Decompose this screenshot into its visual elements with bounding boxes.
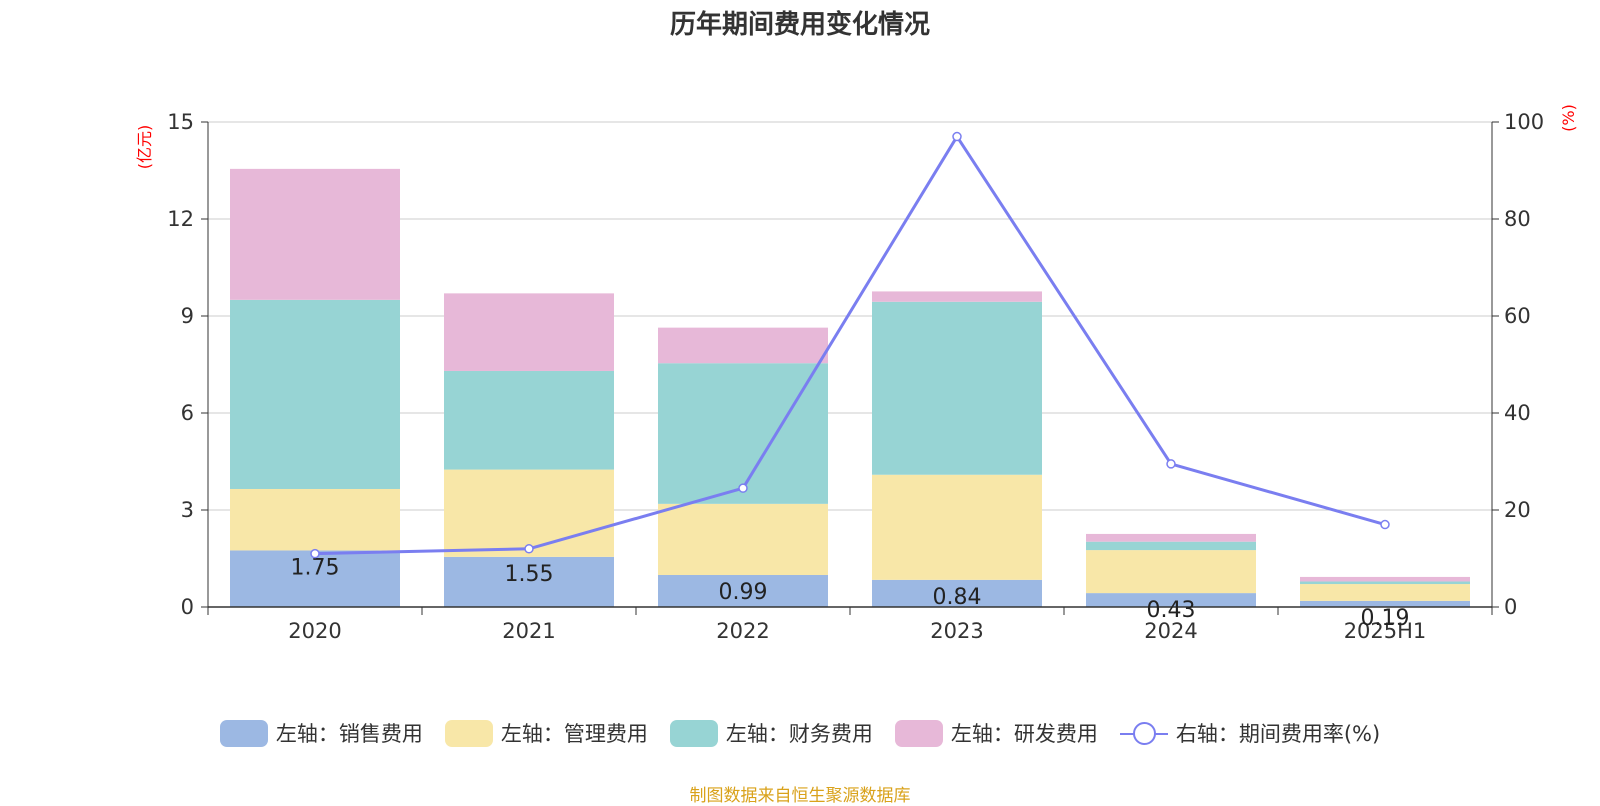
bar-segment (872, 579, 1042, 607)
x-axis-tick-label: 2020 (288, 619, 341, 643)
x-axis-tick-label: 2022 (716, 619, 769, 643)
bar-segment (1300, 576, 1470, 582)
left-axis-title: (亿元) (135, 125, 154, 170)
left-axis-tick-label: 12 (167, 207, 194, 231)
bar-segment (444, 293, 614, 371)
bar-segment (1086, 533, 1256, 542)
bar-segment (1086, 593, 1256, 607)
bar-data-label: 0.99 (719, 580, 768, 605)
expense-rate-point (738, 483, 748, 493)
bar-segment (872, 291, 1042, 302)
expense-rate-point (310, 548, 320, 559)
legend-label-sales: 左轴：销售费用 (275, 722, 423, 746)
bar-segment (1300, 600, 1470, 607)
expense-rate-point (1380, 519, 1390, 530)
bar-data-label: 1.55 (505, 562, 554, 587)
left-axis-tick-label: 6 (181, 401, 194, 425)
left-axis-tick-label: 3 (181, 498, 194, 522)
right-axis-title: (%) (1559, 104, 1578, 132)
bar-segment (230, 488, 400, 551)
bar-segment (872, 301, 1042, 475)
expense-rate-point (1166, 459, 1176, 469)
bar-segment (658, 574, 828, 607)
x-axis-tick-label: 2024 (1144, 619, 1197, 643)
legend-label-admin: 左轴：管理费用 (500, 722, 648, 746)
right-axis-tick-label: 20 (1504, 498, 1531, 522)
bar-segment (230, 299, 400, 489)
legend-item-admin[interactable]: 左轴：管理费用 (444, 718, 648, 748)
legend-label-expense-rate: 右轴：期间费用率(%) (1175, 722, 1381, 746)
x-axis-tick-label: 2021 (502, 619, 555, 643)
bar-segment (872, 474, 1042, 580)
bar-segment (230, 168, 400, 300)
legend-line-marker-icon (1119, 720, 1168, 747)
legend-label-rnd: 左轴：研发费用 (950, 722, 1098, 746)
right-axis-tick-label: 40 (1504, 401, 1531, 425)
legend-item-sales[interactable]: 左轴：销售费用 (219, 718, 423, 748)
bar-segment (1300, 581, 1470, 585)
legend-label-finance: 左轴：财务费用 (725, 722, 873, 746)
legend-swatch-sales (219, 719, 268, 747)
bar-data-label: 0.84 (933, 585, 982, 610)
legend-swatch-rnd (894, 719, 943, 747)
legend: 左轴：销售费用 左轴：管理费用 左轴：财务费用 左轴：研发费用 右轴：期间费用率… (0, 718, 1600, 748)
legend-item-rnd[interactable]: 左轴：研发费用 (894, 718, 1098, 748)
bar-segment (658, 503, 828, 575)
right-axis-tick-label: 60 (1504, 304, 1531, 328)
bar-segment (658, 363, 828, 504)
bar-segment (1086, 550, 1256, 594)
legend-item-finance[interactable]: 左轴：财务费用 (669, 718, 873, 748)
legend-item-expense-rate[interactable]: 右轴：期间费用率(%) (1119, 718, 1381, 748)
source-note: 制图数据来自恒生聚源数据库 (689, 786, 911, 806)
left-axis-tick-label: 15 (167, 110, 194, 134)
bar-segment (230, 550, 400, 607)
bar-segment (1086, 541, 1256, 551)
left-axis-tick-label: 9 (181, 304, 194, 328)
right-axis-tick-label: 0 (1504, 595, 1517, 619)
expense-rate-point (952, 131, 962, 142)
expense-rate-point (524, 544, 534, 554)
bar-segment (444, 370, 614, 470)
bar-data-label: 0.19 (1361, 606, 1410, 631)
legend-swatch-finance (669, 719, 718, 747)
legend-swatch-admin (444, 719, 493, 747)
right-axis-tick-label: 100 (1504, 110, 1544, 134)
x-axis-tick-label: 2023 (930, 619, 983, 643)
bar-segment (444, 556, 614, 607)
x-axis-tick-label: 2025H1 (1344, 619, 1427, 643)
chart-title: 历年期间费用变化情况 (669, 10, 930, 40)
bar-data-label: 1.75 (291, 555, 340, 580)
right-axis-tick-label: 80 (1504, 207, 1531, 231)
bar-segment (658, 327, 828, 364)
expense-rate-line (314, 135, 1386, 556)
bar-data-label: 0.43 (1147, 598, 1196, 623)
left-axis-tick-label: 0 (181, 595, 194, 619)
bar-segment (444, 469, 614, 557)
bar-segment (1300, 584, 1470, 601)
